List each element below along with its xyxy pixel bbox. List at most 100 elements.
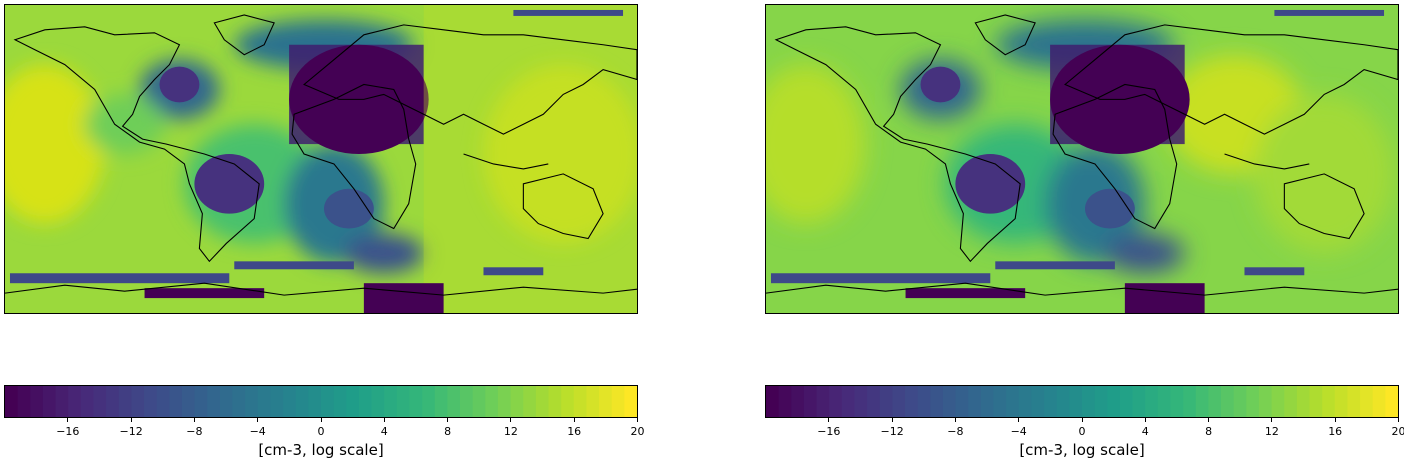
colorbar-segment xyxy=(80,386,95,417)
colorbar-tick-label: 4 xyxy=(380,425,388,438)
colorbar-segment xyxy=(1372,386,1386,417)
colorbar-segment xyxy=(497,386,512,417)
colorbar-segment xyxy=(803,386,818,417)
colorbar-tick xyxy=(67,418,69,422)
colorbar-segment xyxy=(1246,386,1260,417)
colorbar-segment xyxy=(791,386,805,417)
colorbar-segment xyxy=(270,386,284,417)
colorbar-segment xyxy=(1284,386,1298,417)
colorbar-segment xyxy=(535,386,550,417)
colorbar-segment xyxy=(485,386,499,417)
colorbar-tick xyxy=(447,418,449,422)
colorbar-segment xyxy=(1347,386,1361,417)
colorbar-segment xyxy=(55,386,69,417)
colorbar-segment xyxy=(841,386,856,417)
colorbar-segment xyxy=(1069,386,1083,417)
colorbar-tick xyxy=(637,418,638,422)
colorbar-segment xyxy=(1195,386,1209,417)
colorbar-tick xyxy=(193,418,195,422)
colorbar-segment xyxy=(1309,386,1323,417)
colorbar-tick xyxy=(573,418,575,422)
colorbar-segment xyxy=(371,386,385,417)
colorbar-segment xyxy=(42,386,57,417)
colorbar-segment xyxy=(1360,386,1374,417)
colorbar-tick-label: −4 xyxy=(249,425,266,438)
colorbar-tick-label: 12 xyxy=(1264,425,1279,438)
colorbar-tick xyxy=(1334,418,1336,422)
colorbar-left xyxy=(4,385,638,418)
colorbar-segment xyxy=(232,386,246,417)
colorbar-ticks-right: −16 −12 −8 −4 0 4 8 12 16 20 xyxy=(765,418,1404,438)
colorbar-tick-label: −16 xyxy=(817,425,841,438)
colorbar-segment xyxy=(434,386,448,417)
colorbar-tick-label: −12 xyxy=(880,425,904,438)
colorbar-segment xyxy=(829,386,843,417)
colorbar-tick-label: 0 xyxy=(1078,425,1086,438)
colorbar-segment xyxy=(346,386,360,417)
colorbar-tick-label: −4 xyxy=(1010,425,1027,438)
colorbar-segment xyxy=(93,386,107,417)
colorbar-segment xyxy=(879,386,893,417)
colorbar-segment xyxy=(942,386,957,417)
colorbar-tick-label: 16 xyxy=(1328,425,1343,438)
colorbar-segment xyxy=(1208,386,1222,417)
colorbar-segment xyxy=(1056,386,1070,417)
colorbar-segment xyxy=(548,386,562,417)
colorbar-segment xyxy=(816,386,830,417)
colorbar-segment xyxy=(295,386,309,417)
colorbar-tick-label: 20 xyxy=(1391,425,1404,438)
colorbar-segment xyxy=(257,386,272,417)
colorbar-segment xyxy=(1145,386,1159,417)
colorbar-segment xyxy=(1334,386,1349,417)
colorbar-segment xyxy=(144,386,158,417)
left-panel: −16 −12 −8 −4 0 4 8 12 16 20 [cm-3, log scale] xyxy=(4,0,645,471)
colorbar-segment xyxy=(778,386,792,417)
colorbar-segment xyxy=(1271,386,1285,417)
colorbar-segment xyxy=(510,386,524,417)
colorbar-segment xyxy=(1082,386,1096,417)
colorbar-segment xyxy=(930,386,944,417)
colorbar-segment xyxy=(1233,386,1247,417)
colorbar-tick-label: 16 xyxy=(567,425,582,438)
colorbar-tick-label: −8 xyxy=(947,425,964,438)
colorbar-segment xyxy=(1044,386,1058,417)
map-plot-right xyxy=(765,4,1399,314)
colorbar-segment xyxy=(1385,386,1398,417)
colorbar-segment xyxy=(993,386,1007,417)
colorbar-tick xyxy=(257,418,259,422)
colorbar-segment xyxy=(1296,386,1311,417)
colorbar-segment xyxy=(17,386,31,417)
colorbar-segment xyxy=(1322,386,1336,417)
colorbar-segment xyxy=(118,386,132,417)
colorbar-segment xyxy=(472,386,486,417)
colorbar-segment xyxy=(1107,386,1121,417)
colorbar-segment xyxy=(283,386,297,417)
colorbar-label-right: [cm-3, log scale] xyxy=(1019,441,1145,459)
colorbar-segment xyxy=(1170,386,1184,417)
colorbar-segment xyxy=(460,386,474,417)
map-plot-left xyxy=(4,4,638,314)
colorbar-segment xyxy=(1132,386,1146,417)
colorbar-tick-label: −8 xyxy=(186,425,203,438)
colorbar-segment xyxy=(599,386,613,417)
colorbar-segment xyxy=(586,386,600,417)
colorbar-label-left: [cm-3, log scale] xyxy=(258,441,384,459)
colorbar-tick xyxy=(510,418,512,422)
colorbar-segment xyxy=(561,386,575,417)
colorbar-segment xyxy=(1183,386,1197,417)
colorbar-segment xyxy=(1031,386,1045,417)
colorbar-segment xyxy=(624,386,637,417)
colorbar-tick-label: 4 xyxy=(1141,425,1149,438)
colorbar-tick-label: −12 xyxy=(119,425,143,438)
colorbar-segment xyxy=(156,386,170,417)
colorbar-segment xyxy=(1006,386,1020,417)
colorbar-segment xyxy=(1157,386,1172,417)
colorbar-tick xyxy=(1018,418,1020,422)
colorbar-tick xyxy=(1144,418,1146,422)
colorbar-segment xyxy=(106,386,120,417)
colorbar-segment xyxy=(955,386,969,417)
colorbar-segment xyxy=(207,386,221,417)
colorbar-segment xyxy=(358,386,373,417)
colorbar-segment xyxy=(968,386,982,417)
colorbar-tick xyxy=(1208,418,1210,422)
